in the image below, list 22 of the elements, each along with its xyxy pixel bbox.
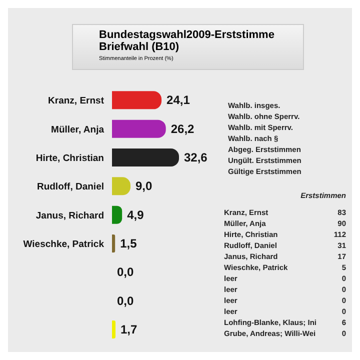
y-tick-label: Rudloff, Daniel (36, 182, 104, 193)
y-tick-label: Kranz, Ernst (48, 96, 105, 107)
data-label: 9,0 (135, 179, 153, 194)
y-tick-label: Müller, Anja (51, 124, 105, 136)
bar (112, 234, 116, 252)
data-label: 24,1 (166, 93, 190, 108)
bar (112, 148, 179, 166)
bar (112, 91, 162, 110)
data-label: 0,0 (117, 265, 134, 280)
y-tick-label: Wieschke, Patrick (23, 239, 105, 250)
y-tick-label: Janus, Richard (36, 210, 104, 222)
y-tick-label: Hirte, Christian (36, 153, 104, 164)
data-label: 32,6 (184, 150, 208, 164)
data-label: 0,0 (117, 294, 134, 308)
bar (112, 120, 166, 138)
chart-title: Bundestagswahl2009-Erststimme Briefwahl (B10) (99, 29, 276, 53)
bar (112, 206, 122, 224)
data-label: 1,7 (120, 322, 138, 336)
data-label: 1,5 (120, 236, 138, 250)
data-label: 4,9 (127, 208, 144, 222)
data-label: 26,2 (170, 122, 195, 136)
bar (112, 320, 116, 338)
